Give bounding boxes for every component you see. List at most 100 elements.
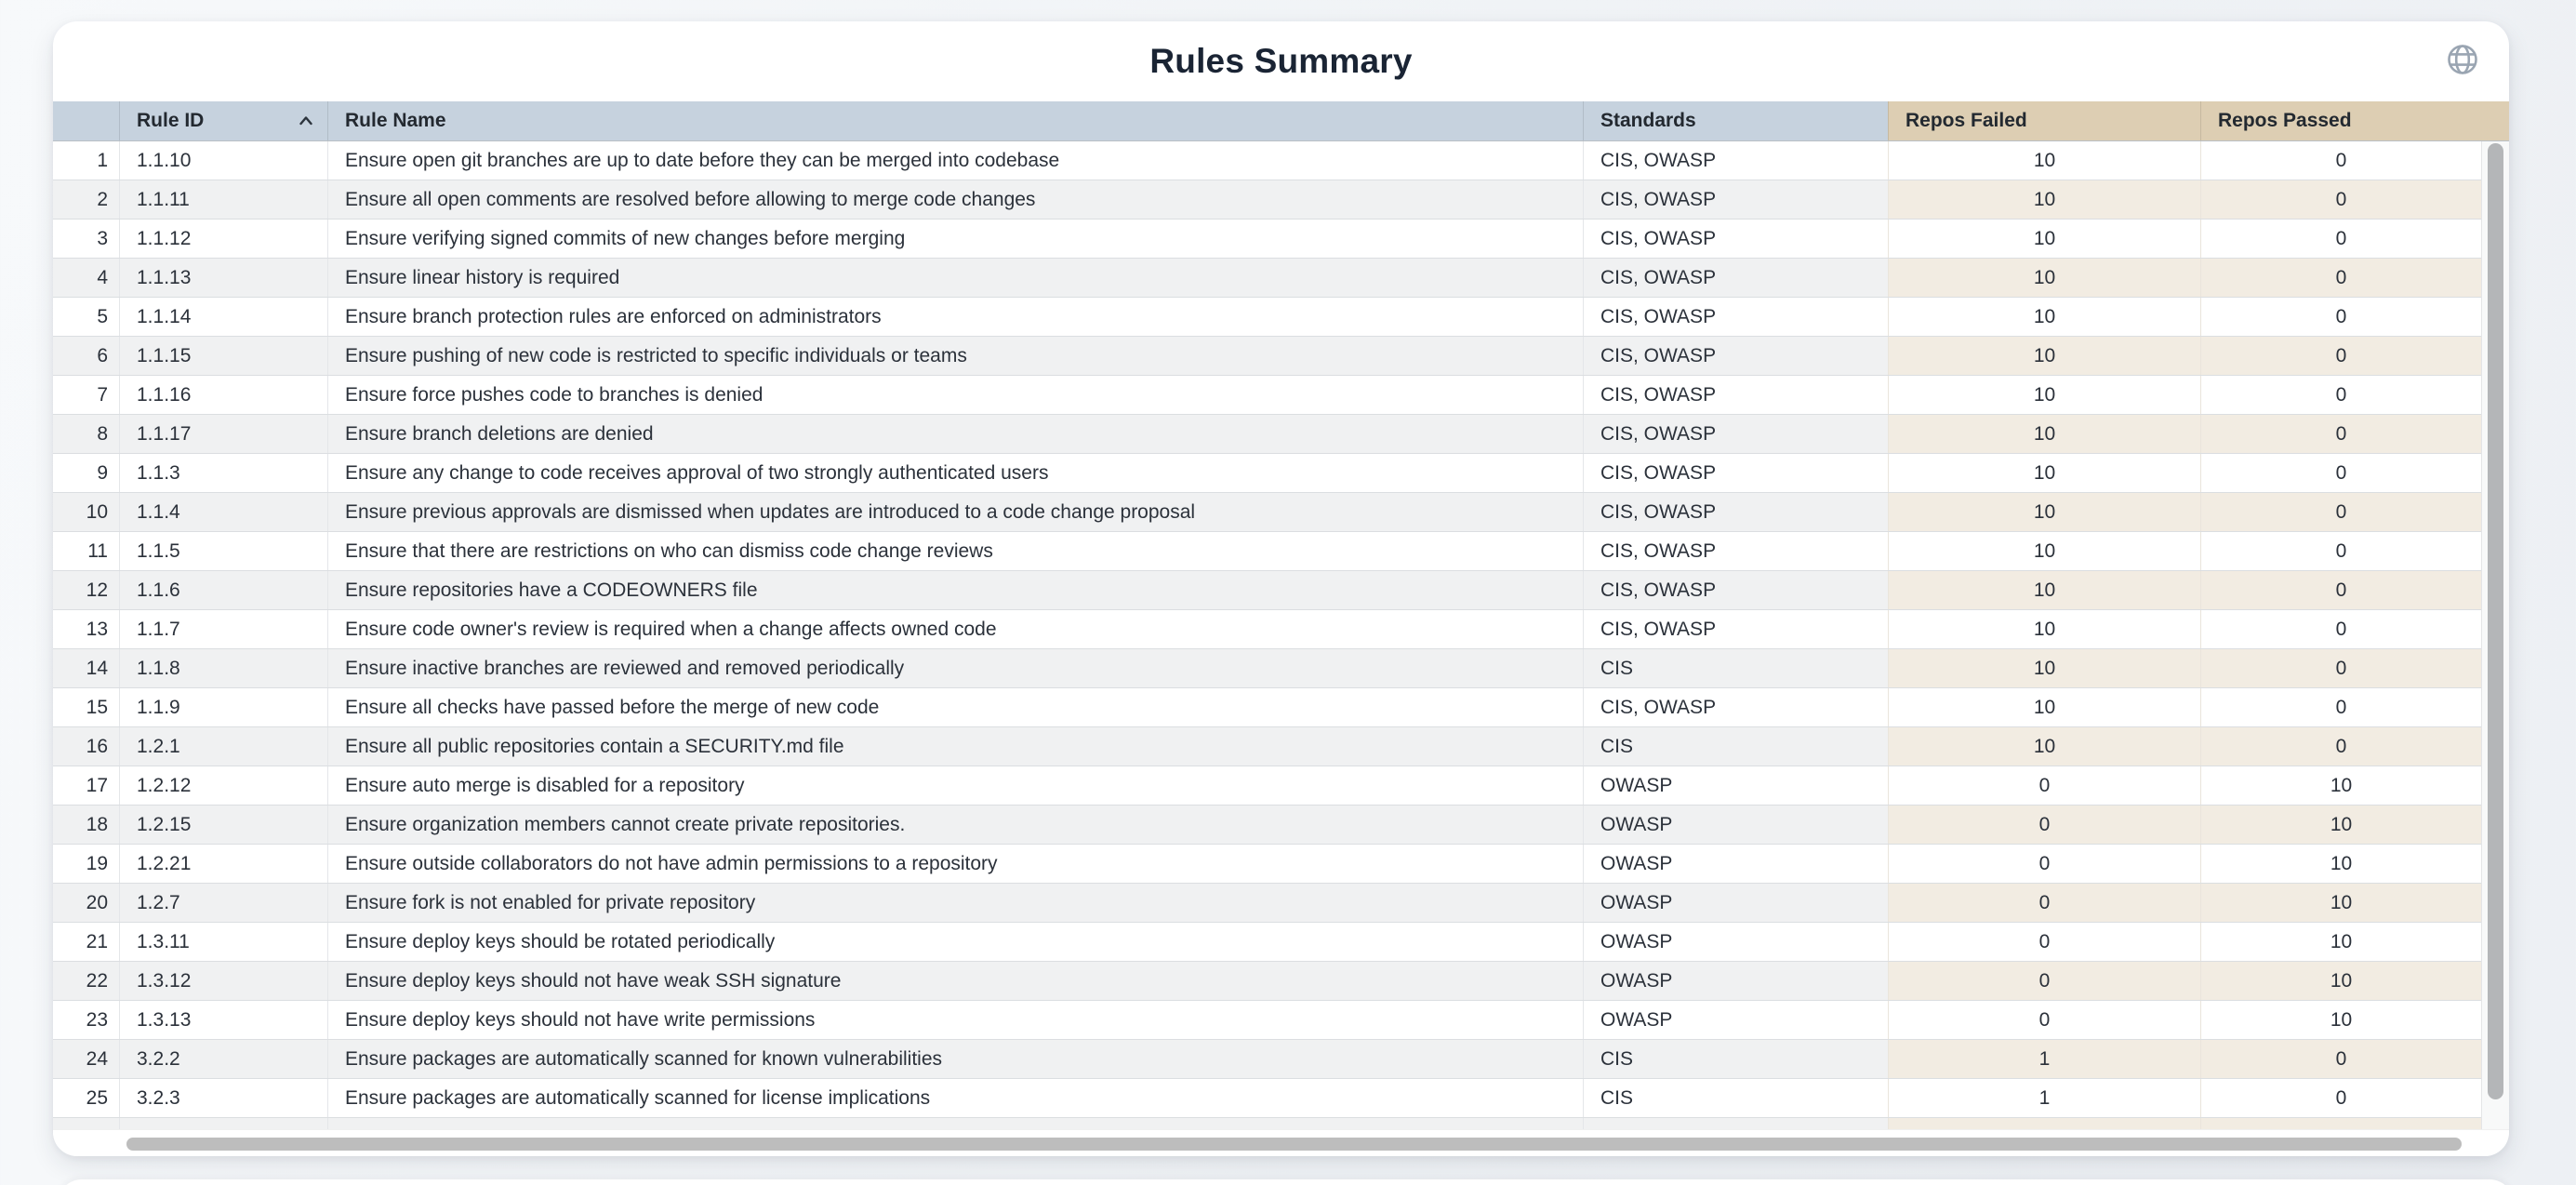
vertical-scrollbar-thumb[interactable] [2488,143,2503,1099]
table-row: 6 1.1.15 Ensure pushing of new code is res… [53,337,2509,376]
cell-standards: CIS, OWASP [1583,180,1888,219]
table-row: 17 1.2.12 Ensure auto merge is disabled fo… [53,766,2509,806]
cell-standards: CIS, OWASP [1583,610,1888,648]
cell-repos-failed: 10 [1888,298,2200,336]
cell-rule-name: Ensure inactive branches are reviewed an… [327,649,1583,687]
cell-index: 11 [87,539,108,562]
cell-repos-passed: 0 [2200,141,2481,180]
cell-rule-id: 1.1.4 [119,493,327,531]
cell-standards: OWASP [1583,1001,1888,1039]
next-card-sliver [58,1179,2514,1185]
cell-empty [2200,1118,2481,1129]
cell-index: 12 [53,571,119,609]
cell-standards: CIS, OWASP [1583,454,1888,492]
table-row: 10 1.1.4 Ensure previous approvals are dis… [53,493,2509,532]
cell-standards: OWASP [1583,884,1888,922]
cell-repos-passed: 0 [2200,259,2481,297]
cell-standards: CIS, OWASP [1583,220,1888,258]
cell-rule-id: 1.3.13 [119,1001,327,1039]
cell-index: 6 [53,337,119,375]
column-header-index [53,101,119,140]
cell-repos-passed: 0 [2200,571,2481,609]
cell-standards: OWASP [1583,923,1888,961]
sort-ascending-icon [299,116,312,126]
cell-repos-failed: 10 [1888,610,2200,648]
cell-rule-name: Ensure outside collaborators do not have… [327,845,1583,883]
cell-repos-failed: 10 [1888,532,2200,570]
table-row: 19 1.2.21 Ensure outside collaborators do … [53,845,2509,884]
cell-repos-passed: 0 [2200,298,2481,336]
cell-rule-name: Ensure packages are automatically scanne… [327,1079,1583,1117]
cell-rule-id: 1.1.8 [119,649,327,687]
table-row: 12 1.1.6 Ensure repositories have a CODEOW… [53,571,2509,610]
cell-repos-passed: 10 [2200,884,2481,922]
cell-repos-passed: 10 [2200,766,2481,805]
cell-rule-name: Ensure code owner's review is required w… [327,610,1583,648]
cell-repos-failed: 0 [1888,845,2200,883]
cell-repos-passed: 0 [2200,220,2481,258]
cell-repos-passed: 0 [2200,688,2481,726]
table-row: 18 1.2.15 Ensure organization members cann… [53,806,2509,845]
cell-standards: CIS [1583,1079,1888,1117]
table-row: 11 1.1.5 Ensure that there are restriction… [53,532,2509,571]
table-row: 9 1.1.3 Ensure any change to code receives… [53,454,2509,493]
cell-repos-passed: 0 [2200,532,2481,570]
horizontal-scrollbar-thumb[interactable] [126,1138,2462,1151]
page-title: Rules Summary [1149,42,1413,80]
cell-rule-name: Ensure previous approvals are dismissed … [327,493,1583,531]
cell-index: 15 [86,696,108,718]
cell-standards: CIS, OWASP [1583,493,1888,531]
cell-index: 16 [53,727,119,766]
cell-repos-failed: 10 [1888,259,2200,297]
cell-repos-failed: 10 [1888,493,2200,531]
cell-repos-failed: 10 [1888,454,2200,492]
cell-rule-id: 3.2.3 [119,1079,327,1117]
table-row: 4 1.1.13 Ensure linear history is required… [53,259,2509,298]
globe-button[interactable] [2444,42,2481,79]
cell-rule-id: 1.2.21 [119,845,327,883]
cell-repos-passed: 10 [2200,962,2481,1000]
cell-repos-failed: 0 [1888,923,2200,961]
column-header-standards[interactable]: Standards [1583,101,1888,140]
vertical-scrollbar-track[interactable] [2481,141,2509,1129]
horizontal-scrollbar-track[interactable] [53,1129,2509,1156]
cell-index: 21 [86,930,108,952]
cell-standards: CIS, OWASP [1583,532,1888,570]
cell-rule-name: Ensure packages are automatically scanne… [327,1040,1583,1078]
cell-rule-name: Ensure auto merge is disabled for a repo… [327,766,1583,805]
column-header-rule-name[interactable]: Rule Name [327,101,1583,140]
cell-rule-name: Ensure open git branches are up to date … [327,141,1583,180]
cell-rule-id: 1.1.15 [119,337,327,375]
cell-repos-passed: 0 [2200,610,2481,648]
cell-repos-passed: 0 [2200,493,2481,531]
cell-repos-passed: 10 [2200,923,2481,961]
cell-standards: CIS, OWASP [1583,337,1888,375]
cell-rule-id: 1.1.13 [119,259,327,297]
cell-repos-failed: 10 [1888,220,2200,258]
cell-rule-id: 1.3.11 [119,923,327,961]
cell-rule-name: Ensure that there are restrictions on wh… [327,532,1583,570]
cell-rule-id: 1.1.3 [119,454,327,492]
column-header-repos-passed[interactable]: Repos Passed [2200,101,2509,140]
cell-repos-passed: 0 [2200,649,2481,687]
column-header-rule-id[interactable]: Rule ID [119,101,327,140]
cell-rule-name: Ensure branch deletions are denied [327,415,1583,453]
cell-index: 24 [53,1040,119,1078]
cell-rule-id: 1.2.12 [119,766,327,805]
cell-repos-failed: 0 [1888,766,2200,805]
cell-rule-name: Ensure fork is not enabled for private r… [327,884,1583,922]
table-row: 14 1.1.8 Ensure inactive branches are revi… [53,649,2509,688]
cell-repos-failed: 10 [1888,180,2200,219]
cell-standards: CIS [1583,1040,1888,1078]
table-row: 5 1.1.14 Ensure branch protection rules ar… [53,298,2509,337]
cell-empty [119,1118,327,1129]
cell-rule-name: Ensure branch protection rules are enfor… [327,298,1583,336]
cell-repos-failed: 0 [1888,1001,2200,1039]
cell-repos-passed: 0 [2200,1079,2481,1117]
cell-index: 10 [53,493,119,531]
cell-empty [1888,1118,2200,1129]
column-header-repos-failed[interactable]: Repos Failed [1888,101,2200,140]
cell-repos-failed: 10 [1888,649,2200,687]
cell-repos-passed: 0 [2200,415,2481,453]
